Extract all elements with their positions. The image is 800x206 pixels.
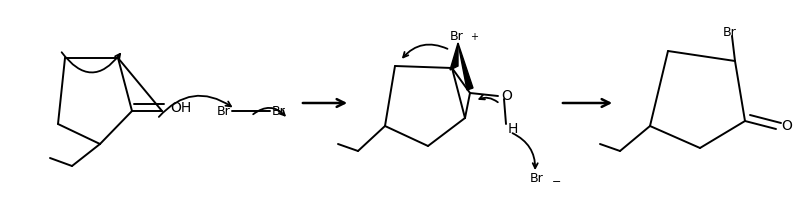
Text: Br: Br [216, 104, 230, 117]
Text: O: O [781, 119, 792, 133]
Text: −: − [552, 177, 562, 187]
Text: H: H [508, 122, 518, 136]
Text: Br: Br [272, 104, 286, 117]
Text: Br: Br [530, 172, 544, 185]
Polygon shape [458, 43, 473, 90]
Text: Br: Br [723, 26, 737, 39]
Text: Br: Br [450, 30, 464, 43]
Text: OH: OH [170, 101, 191, 115]
Polygon shape [450, 43, 458, 70]
Text: O: O [501, 89, 512, 103]
Text: +: + [470, 32, 478, 42]
